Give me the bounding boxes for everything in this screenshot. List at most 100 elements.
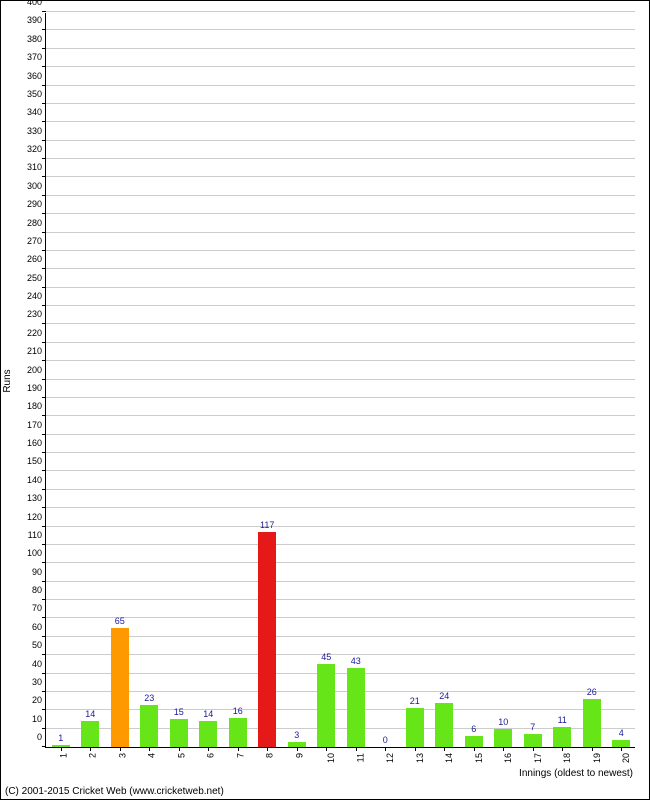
bar: 43 [347, 668, 365, 747]
gridline [46, 617, 635, 618]
y-tick-label: 310 [27, 162, 46, 172]
bar-value-label: 3 [294, 730, 299, 742]
y-tick-mark [42, 85, 46, 86]
bar: 24 [435, 703, 453, 747]
bar: 1 [52, 745, 70, 747]
y-tick-mark [42, 636, 46, 637]
y-tick-label: 400 [27, 0, 46, 7]
gridline [46, 654, 635, 655]
y-tick-label: 340 [27, 107, 46, 117]
y-tick-label: 20 [32, 695, 46, 705]
y-tick-mark [42, 66, 46, 67]
gridline [46, 709, 635, 710]
y-tick-mark [42, 140, 46, 141]
x-tick-label: 18 [562, 753, 572, 763]
y-tick-label: 280 [27, 218, 46, 228]
y-tick-label: 0 [37, 732, 46, 742]
y-tick-label: 180 [27, 401, 46, 411]
gridline [46, 581, 635, 582]
bar-value-label: 10 [498, 717, 508, 729]
gridline [46, 11, 635, 12]
gridline [46, 360, 635, 361]
y-tick-label: 150 [27, 456, 46, 466]
y-tick-mark [42, 379, 46, 380]
y-tick-mark [42, 673, 46, 674]
x-tick-label: 13 [415, 753, 425, 763]
gridline [46, 489, 635, 490]
x-tick-label: 11 [355, 753, 365, 762]
x-tick-mark [415, 747, 416, 751]
y-tick-label: 300 [27, 181, 46, 191]
y-tick-label: 80 [32, 585, 46, 595]
y-tick-mark [42, 323, 46, 324]
bar-value-label: 43 [351, 656, 361, 668]
gridline [46, 158, 635, 159]
bar: 6 [465, 736, 483, 747]
bar-value-label: 1 [58, 733, 63, 745]
bar: 45 [317, 664, 335, 747]
y-tick-mark [42, 452, 46, 453]
y-tick-label: 210 [27, 346, 46, 356]
gridline [46, 213, 635, 214]
x-tick-mark [267, 747, 268, 751]
gridline [46, 397, 635, 398]
x-tick-label: 20 [621, 753, 631, 763]
x-tick-label: 14 [444, 753, 454, 763]
y-tick-label: 390 [27, 15, 46, 25]
y-tick-mark [42, 176, 46, 177]
x-tick-label: 3 [117, 753, 127, 758]
bar: 65 [111, 628, 129, 747]
bar-value-label: 15 [174, 707, 184, 719]
y-tick-mark [42, 489, 46, 490]
gridline [46, 195, 635, 196]
y-tick-label: 290 [27, 199, 46, 209]
x-tick-label: 5 [176, 753, 186, 758]
x-tick-mark [592, 747, 593, 751]
gridline [46, 48, 635, 49]
gridline [46, 323, 635, 324]
x-tick-label: 19 [592, 753, 602, 763]
y-tick-label: 140 [27, 475, 46, 485]
bar: 16 [229, 718, 247, 747]
bar: 117 [258, 532, 276, 747]
gridline [46, 452, 635, 453]
x-tick-label: 9 [294, 753, 304, 758]
copyright-text: (C) 2001-2015 Cricket Web (www.cricketwe… [5, 786, 224, 797]
y-tick-mark [42, 415, 46, 416]
bar: 14 [199, 721, 217, 747]
y-tick-label: 190 [27, 383, 46, 393]
gridline [46, 121, 635, 122]
gridline [46, 85, 635, 86]
x-axis-label: Innings (oldest to newest) [519, 768, 633, 779]
y-tick-label: 370 [27, 52, 46, 62]
gridline [46, 507, 635, 508]
bar-value-label: 24 [439, 691, 449, 703]
x-tick-label: 15 [474, 753, 484, 763]
y-tick-label: 90 [32, 567, 46, 577]
x-tick-label: 2 [88, 753, 98, 758]
y-tick-label: 40 [32, 659, 46, 669]
gridline [46, 599, 635, 600]
x-tick-mark [385, 747, 386, 751]
y-tick-label: 50 [32, 640, 46, 650]
bar-value-label: 16 [233, 706, 243, 718]
plot-area: 0102030405060708090100110120130140150160… [45, 13, 635, 748]
gridline [46, 66, 635, 67]
gridline [46, 691, 635, 692]
y-tick-mark [42, 158, 46, 159]
y-tick-label: 240 [27, 291, 46, 301]
bar: 26 [583, 699, 601, 747]
y-tick-label: 100 [27, 548, 46, 558]
x-tick-mark [533, 747, 534, 751]
gridline [46, 176, 635, 177]
bar-value-label: 45 [321, 652, 331, 664]
y-tick-mark [42, 195, 46, 196]
y-tick-mark [42, 287, 46, 288]
x-tick-mark [297, 747, 298, 751]
gridline [46, 250, 635, 251]
bar-value-label: 26 [587, 687, 597, 699]
y-tick-label: 220 [27, 328, 46, 338]
bar-value-label: 7 [530, 722, 535, 734]
bar: 15 [170, 719, 188, 747]
x-tick-mark [90, 747, 91, 751]
